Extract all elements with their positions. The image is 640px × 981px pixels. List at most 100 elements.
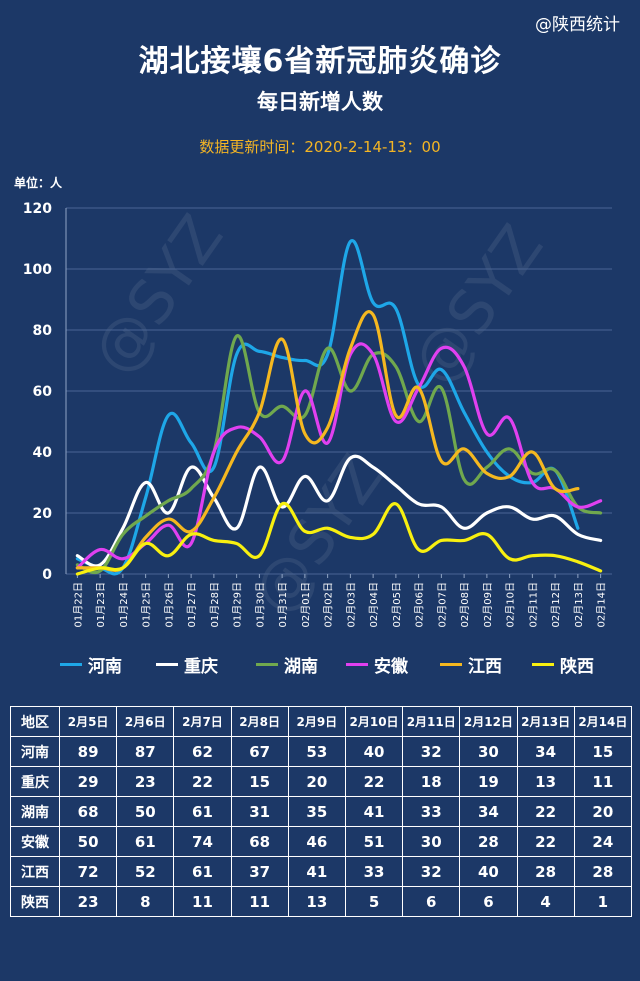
x-tick-label: 01月29日 — [232, 582, 244, 627]
x-tick-label: 02月07日 — [436, 582, 448, 627]
table-cell: 40 — [459, 856, 518, 887]
table-cell: 22 — [344, 766, 404, 797]
table-cell: 35 — [287, 796, 346, 827]
y-tick-label: 20 — [33, 506, 53, 522]
table-cell: 41 — [344, 796, 404, 827]
table-header-row: 地区 2月5日 2月6日 2月7日 2月8日 2月9日 2月10日 2月11日 2月12日 2月1… — [10, 706, 633, 737]
x-tick-label: 01月30日 — [254, 582, 266, 627]
series-line-1 — [75, 454, 603, 568]
x-tick-label: 01月22日 — [72, 582, 84, 627]
x-tick-label: 02月06日 — [414, 582, 426, 627]
table-cell: 29 — [58, 766, 118, 797]
table-cell: 13 — [287, 886, 346, 917]
legend-swatch — [156, 662, 178, 666]
table-cell: 72 — [58, 856, 118, 887]
table-cell: 15 — [573, 736, 633, 767]
table-cell: 30 — [402, 826, 461, 857]
table-cell: 18 — [402, 766, 461, 797]
legend-swatch — [440, 662, 462, 666]
table-row-label: 湖南 — [10, 796, 60, 827]
table-cell: 24 — [573, 826, 633, 857]
y-tick-label: 60 — [33, 384, 53, 400]
table-row-label: 安徽 — [10, 826, 60, 857]
legend-item: 陕西 — [532, 651, 594, 677]
legend-item: 江西 — [440, 651, 502, 677]
table-cell: 1 — [573, 886, 633, 917]
table-cell: 87 — [116, 736, 175, 767]
table-cell: 46 — [287, 826, 346, 857]
table-cell: 61 — [173, 796, 232, 827]
table-cell: 33 — [344, 856, 404, 887]
x-tick-label: 02月14日 — [596, 582, 608, 627]
table-header-cell: 2月13日 — [516, 706, 575, 737]
unit-label: 单位：人 — [14, 176, 63, 190]
x-tick-label: 02月03日 — [345, 582, 357, 627]
x-tick-label: 02月01日 — [300, 582, 312, 627]
table-cell: 5 — [344, 886, 404, 917]
x-tick-label: 01月24日 — [118, 582, 130, 627]
table-header-cell: 2月12日 — [459, 706, 518, 737]
table-row-label: 重庆 — [10, 766, 60, 797]
table-cell: 28 — [573, 856, 633, 887]
page-subtitle: 每日新增人数 — [257, 90, 383, 114]
table-cell: 61 — [116, 826, 175, 857]
x-tick-label: 02月09日 — [482, 582, 494, 627]
table-cell: 28 — [516, 856, 575, 887]
table-cell: 4 — [516, 886, 575, 917]
table-header-cell: 2月11日 — [402, 706, 461, 737]
x-tick-label: 02月05日 — [391, 582, 403, 627]
legend-item: 湖南 — [256, 651, 318, 677]
legend-label: 陕西 — [560, 656, 594, 677]
table-cell: 33 — [402, 796, 461, 827]
table-header-cell: 2月7日 — [173, 706, 232, 737]
legend-label: 江西 — [468, 656, 502, 677]
y-tick-label: 0 — [42, 567, 52, 583]
table-cell: 51 — [344, 826, 404, 857]
table-cell: 15 — [230, 766, 289, 797]
table-cell: 50 — [116, 796, 175, 827]
table-header-cell: 地区 — [10, 706, 60, 737]
legend-swatch — [60, 662, 82, 666]
chart-legend: 河南 重庆 湖南 安徽 江西 陕西 — [60, 651, 620, 677]
x-tick-label: 01月27日 — [186, 582, 198, 627]
series-line-0 — [75, 239, 580, 576]
legend-swatch — [256, 662, 278, 666]
page-title: 湖北接壤6省新冠肺炎确诊 — [138, 44, 502, 79]
y-tick-label: 120 — [23, 201, 52, 217]
legend-label: 安徽 — [374, 656, 408, 677]
x-tick-label: 02月11日 — [527, 582, 539, 627]
table-header-cell: 2月8日 — [230, 706, 289, 737]
table-row: 河南 89 87 62 67 53 40 32 30 34 15 — [10, 736, 633, 767]
legend-item: 安徽 — [346, 651, 408, 677]
table-cell: 11 — [230, 886, 289, 917]
table-row: 安徽 50 61 74 68 46 51 30 28 22 24 — [10, 826, 633, 857]
table-row-label: 河南 — [10, 736, 60, 767]
table-cell: 30 — [459, 736, 518, 767]
y-tick-label: 80 — [33, 323, 53, 339]
legend-swatch — [346, 662, 368, 666]
table-cell: 50 — [58, 826, 118, 857]
data-table: 地区 2月5日 2月6日 2月7日 2月8日 2月9日 2月10日 2月11日 2月12日 2月1… — [10, 706, 633, 917]
table-header-cell: 2月6日 — [116, 706, 175, 737]
table-row: 湖南 68 50 61 31 35 41 33 34 22 20 — [10, 796, 633, 827]
table-cell: 62 — [173, 736, 232, 767]
x-tick-label: 02月02日 — [323, 582, 335, 627]
table-header-cell: 2月10日 — [344, 706, 404, 737]
table-cell: 34 — [516, 736, 575, 767]
table-cell: 61 — [173, 856, 232, 887]
series-line-5 — [75, 501, 603, 576]
table-header-cell: 2月5日 — [58, 706, 118, 737]
table-cell: 32 — [402, 736, 461, 767]
series-line-2 — [75, 334, 603, 575]
table-row: 江西 72 52 61 37 41 33 32 40 28 28 — [10, 856, 633, 887]
x-tick-label: 02月10日 — [505, 582, 517, 627]
series-line-4 — [75, 310, 580, 572]
legend-item: 河南 — [60, 651, 122, 677]
table-cell: 11 — [173, 886, 232, 917]
table-cell: 28 — [459, 826, 518, 857]
table-cell: 89 — [58, 736, 118, 767]
table-cell: 22 — [516, 826, 575, 857]
update-time: 数据更新时间：2020-2-14-13：00 — [199, 138, 441, 156]
table-cell: 8 — [116, 886, 175, 917]
table-cell: 68 — [58, 796, 118, 827]
